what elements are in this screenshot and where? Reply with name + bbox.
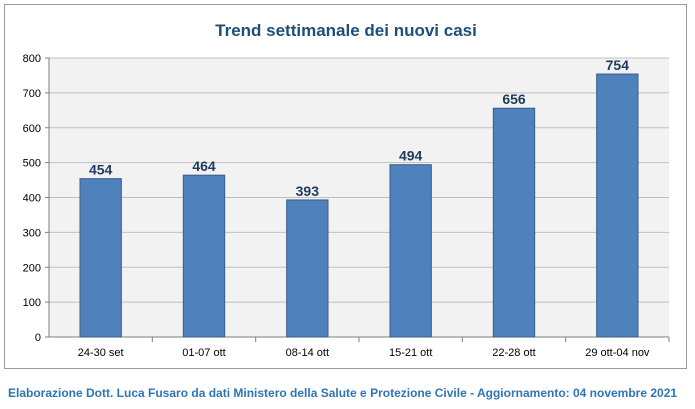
x-tick-label: 24-30 set: [78, 347, 124, 359]
data-label: 494: [399, 148, 423, 164]
y-tick-label: 100: [23, 297, 41, 309]
y-tick-label: 600: [23, 123, 41, 135]
x-tick-label: 22-28 ott: [492, 347, 535, 359]
x-tick-label: 08-14 ott: [286, 347, 329, 359]
y-tick-label: 300: [23, 227, 41, 239]
y-tick-label: 700: [23, 88, 41, 100]
source-credit: Elaborazione Dott. Luca Fusaro da dati M…: [8, 386, 678, 400]
chart-frame: Trend settimanale dei nuovi casi 0 100 200…: [4, 4, 687, 369]
x-tick-label: 15-21 ott: [389, 347, 432, 359]
y-tick-label: 800: [23, 53, 41, 65]
bar: [182, 174, 226, 338]
y-tick-label: 0: [35, 332, 41, 344]
x-tick-label: 29 ott-04 nov: [585, 347, 650, 359]
bar: [389, 164, 432, 338]
data-label: 393: [296, 183, 320, 199]
bar-chart: Trend settimanale dei nuovi casi 0 100 200…: [23, 21, 670, 359]
bar: [79, 178, 122, 338]
data-label: 464: [192, 158, 216, 174]
bar: [492, 107, 536, 338]
bar: [596, 73, 639, 338]
bar: [286, 199, 329, 338]
data-label: 454: [89, 162, 113, 178]
chart-title: Trend settimanale dei nuovi casi: [215, 21, 477, 40]
y-tick-label: 400: [23, 193, 41, 205]
x-tick-label: 01-07 ott: [182, 347, 225, 359]
data-label: 754: [606, 57, 630, 73]
y-tick-label: 500: [23, 158, 41, 170]
data-label: 656: [502, 91, 526, 107]
y-tick-label: 200: [23, 262, 41, 274]
